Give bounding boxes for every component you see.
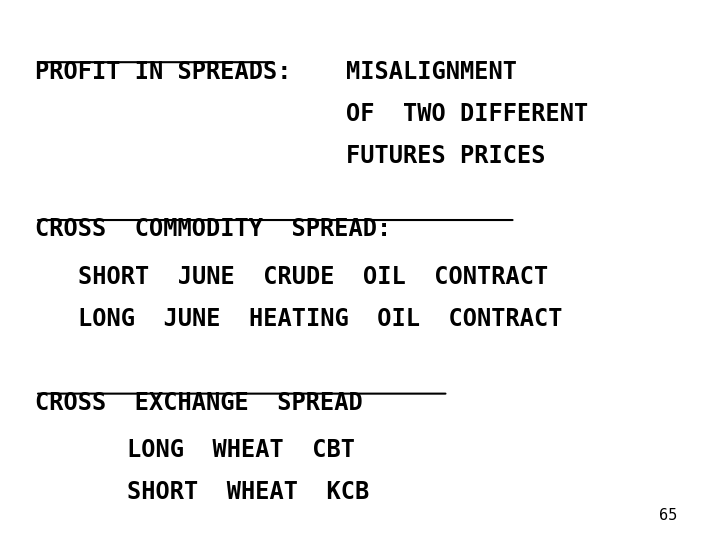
Text: 65: 65 (660, 508, 678, 523)
Text: CROSS  COMMODITY  SPREAD:: CROSS COMMODITY SPREAD: (35, 218, 392, 241)
Text: LONG  WHEAT  CBT: LONG WHEAT CBT (127, 438, 355, 462)
Text: MISALIGNMENT: MISALIGNMENT (346, 59, 517, 84)
Text: CROSS  EXCHANGE  SPREAD: CROSS EXCHANGE SPREAD (35, 391, 363, 415)
Text: FUTURES PRICES: FUTURES PRICES (346, 144, 545, 168)
Text: SHORT  JUNE  CRUDE  OIL  CONTRACT: SHORT JUNE CRUDE OIL CONTRACT (78, 265, 548, 289)
Text: LONG  JUNE  HEATING  OIL  CONTRACT: LONG JUNE HEATING OIL CONTRACT (78, 307, 562, 331)
Text: PROFIT IN SPREADS:: PROFIT IN SPREADS: (35, 59, 292, 84)
Text: SHORT  WHEAT  KCB: SHORT WHEAT KCB (127, 481, 369, 504)
Text: OF  TWO DIFFERENT: OF TWO DIFFERENT (346, 102, 588, 126)
